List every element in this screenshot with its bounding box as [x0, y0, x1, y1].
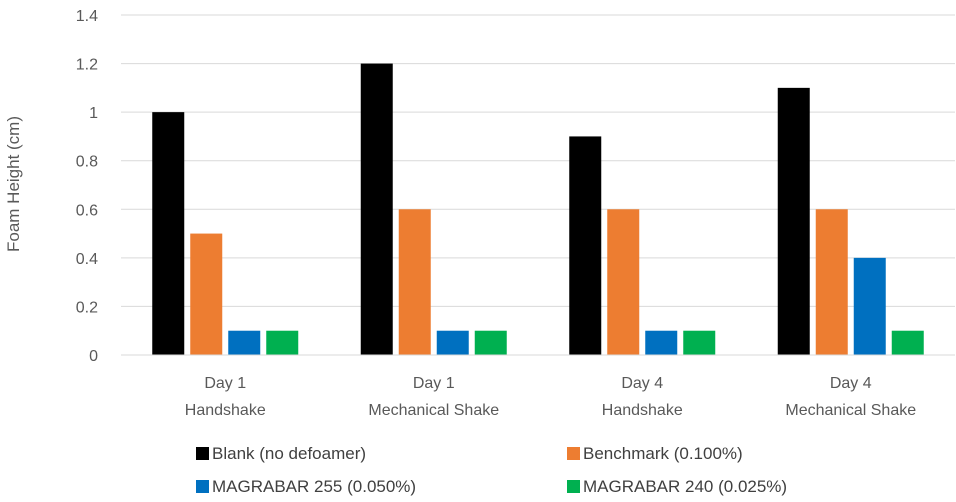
legend-label: MAGRABAR 240 (0.025%) — [583, 477, 787, 496]
bar-series-0-cat-3 — [777, 87, 810, 355]
bar-series-1-cat-0 — [190, 233, 223, 355]
x-category-label: Handshake — [185, 402, 266, 419]
legend-label: Blank (no defoamer) — [212, 444, 366, 463]
x-category-label: Day 4 — [621, 375, 663, 392]
y-axis-title: Foam Height (cm) — [4, 116, 23, 252]
bar-series-0-cat-0 — [152, 112, 185, 356]
bar-series-1-cat-1 — [398, 209, 431, 355]
x-category-label: Handshake — [602, 402, 683, 419]
y-tick-label: 0.2 — [76, 299, 98, 316]
bar-series-0-cat-1 — [360, 63, 393, 355]
x-category-label: Day 1 — [413, 375, 455, 392]
bar-series-2-cat-2 — [645, 330, 678, 355]
legend-label: Benchmark (0.100%) — [583, 444, 743, 463]
legend-swatch — [567, 447, 580, 460]
x-axis-labels: Day 1 Handshake Day 1 Mechanical Shake Day 4… — [185, 375, 916, 419]
x-category-label: Day 4 — [830, 375, 872, 392]
bar-series-2-cat-1 — [436, 330, 469, 355]
y-axis-ticks: 0 0.2 0.4 0.6 0.8 1 1.2 1.4 — [76, 8, 98, 365]
bar-series-2-cat-0 — [228, 330, 261, 355]
bar-series-3-cat-0 — [266, 330, 299, 355]
legend: Blank (no defoamer) Benchmark (0.100%) MAG… — [196, 444, 787, 496]
y-tick-label: 1 — [89, 105, 98, 122]
legend-swatch — [196, 447, 209, 460]
bar-series-1-cat-3 — [815, 209, 848, 355]
bar-series-3-cat-1 — [474, 330, 507, 355]
bar-series-2-cat-3 — [853, 257, 886, 355]
y-tick-label: 0 — [89, 348, 98, 365]
bars — [152, 63, 924, 356]
bar-series-3-cat-3 — [891, 330, 924, 355]
y-tick-label: 0.4 — [76, 251, 98, 268]
bar-series-1-cat-2 — [607, 209, 640, 355]
x-category-label: Mechanical Shake — [368, 402, 499, 419]
legend-swatch — [567, 480, 580, 493]
y-tick-label: 0.6 — [76, 202, 98, 219]
gridlines — [121, 14, 955, 307]
x-category-label: Mechanical Shake — [785, 402, 916, 419]
x-category-label: Day 1 — [204, 375, 246, 392]
y-tick-label: 1.2 — [76, 57, 98, 74]
legend-label: MAGRABAR 255 (0.050%) — [212, 477, 416, 496]
bar-series-3-cat-2 — [683, 330, 716, 355]
bar-series-0-cat-2 — [569, 136, 602, 355]
y-tick-label: 1.4 — [76, 8, 98, 25]
legend-swatch — [196, 480, 209, 493]
y-tick-label: 0.8 — [76, 154, 98, 171]
